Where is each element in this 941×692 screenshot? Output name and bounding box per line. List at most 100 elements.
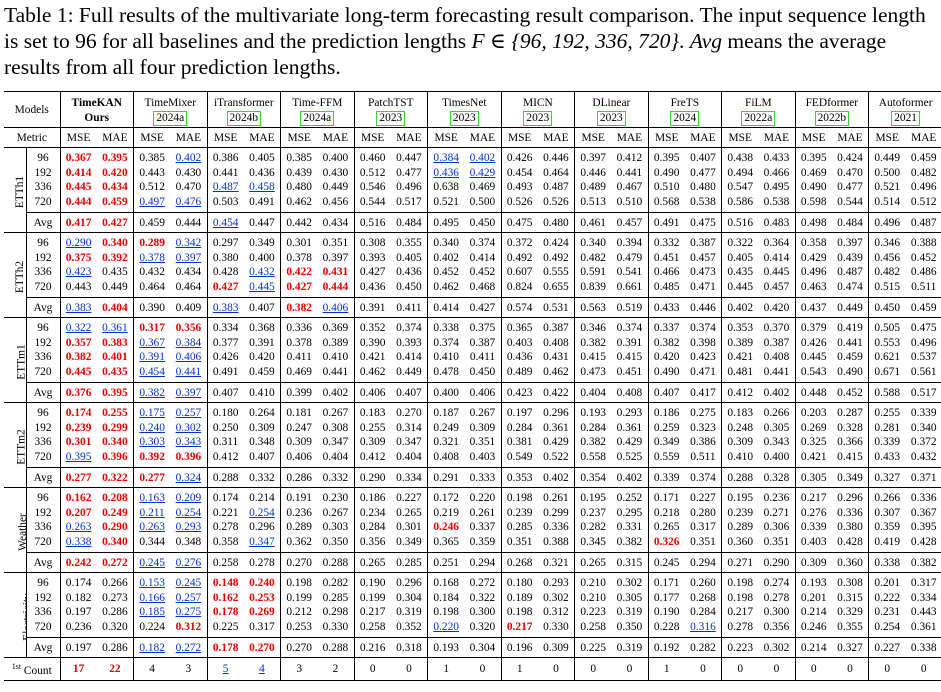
metric-value: 0.334 [390,467,428,488]
metric-value: 0.489 [500,364,538,383]
metric-value: 0.234 [353,505,391,520]
metric-value: 0.180 [206,402,244,421]
header-models-row: Models TimeKAN TimeMixer iTransformer Time-F… [4,91,941,128]
metric-value: 0.288 [317,552,355,573]
metric-value: 0.559 [647,449,685,468]
table-row: 720 0.338 0.340 0.344 0.348 0.358 0.347 0.362 0.… [4,534,941,553]
metric-value: 0.340 [96,232,134,251]
metric-value: 0.407 [684,147,722,166]
mae-header: MAE [684,127,722,148]
metric-value: 0.332 [243,467,281,488]
metric-value: 0.372 [500,232,538,251]
metric-value: 0.432 [249,266,275,279]
count-value: 0 [794,657,832,681]
metric-value: 0.339 [647,467,685,488]
metric-value: 0.306 [763,521,790,534]
metric-value: 0.320 [102,620,128,633]
venue-badge: 2024b [226,110,262,126]
metric-value: 0.401 [102,351,128,364]
venue-badge: 2022a [741,110,776,126]
metric-value: 0.414 [469,251,496,264]
metric-value: 0.517 [905,382,941,403]
metric-value: 0.191 [280,487,318,506]
metric-value: 0.404 [96,297,134,318]
metric-value: 0.505 [868,317,906,336]
metric-value: 0.393 [396,336,422,349]
metric-value: 0.384 [427,147,465,166]
horizon-label: 720 [25,364,60,383]
horizon-label: 96 [25,232,60,251]
metric-value: 0.494 [721,165,759,180]
dataset-name: Weather [16,512,26,551]
metric-value: 0.278 [206,520,244,535]
metric-value: 0.402 [464,147,502,166]
metric-value: 0.266 [96,572,134,591]
metric-value: 0.210 [574,572,612,591]
horizon-label: 336 [25,520,60,535]
venue-badge: 2023 [449,110,479,126]
results-table: Models TimeKAN TimeMixer iTransformer Time-F… [4,91,941,681]
metric-value: 0.268 [500,552,538,573]
metric-value: 0.490 [647,165,685,180]
model-name: MICN [500,91,575,109]
metric-value: 0.538 [690,195,716,208]
table-row: 336 0.301 0.340 0.303 0.343 0.311 0.348 0.309 0.… [4,435,941,450]
venue-badge: 2024a [153,110,188,126]
metric-value: 0.473 [690,266,716,279]
metric-value: 0.553 [868,335,906,350]
dataset-name: ETTm1 [15,343,26,380]
metric-value: 0.388 [905,232,941,251]
ours-label: Ours [84,112,110,124]
metric-value: 0.458 [249,181,275,194]
count-value: 0 [353,657,391,681]
metric-value: 0.397 [831,232,869,251]
metric-value: 0.312 [175,620,202,633]
metric-value: 0.350 [322,535,349,548]
metric-value: 0.434 [317,212,355,233]
horizon-label: 192 [25,165,60,180]
metric-value: 0.371 [905,467,941,488]
metric-value: 0.227 [868,637,906,658]
metric-value: 0.274 [758,572,796,591]
metric-value: 0.436 [353,279,391,298]
metric-value: 0.224 [133,619,171,638]
metric-value: 0.378 [133,250,171,265]
metric-value: 0.406 [464,382,502,403]
metric-value: 0.412 [206,449,244,468]
count-value: 22 [96,657,134,681]
metric-value: 0.549 [500,449,538,468]
metric-value: 0.281 [868,420,906,435]
metric-value: 0.340 [910,421,937,434]
metric-value: 0.421 [353,350,391,365]
metric-value: 0.441 [837,336,863,349]
count-value: 0 [574,657,612,681]
metric-value: 0.377 [206,335,244,350]
metric-value: 0.404 [322,450,349,463]
metric-value: 0.195 [721,487,759,506]
metric-value: 0.352 [353,317,391,336]
mse-header: MSE [500,127,538,148]
metric-value: 0.239 [500,505,538,520]
metric-value: 0.308 [322,421,349,434]
mse-header: MSE [427,127,465,148]
model-venue-cell: 2023 [353,109,428,128]
metric-value: 0.193 [427,637,465,658]
avg-label: Avg [25,637,60,658]
metric-value: 0.449 [322,181,349,194]
metric-value: 0.387 [469,336,496,349]
metric-value: 0.406 [317,297,355,318]
metric-value: 0.430 [175,166,202,179]
mae-header: MAE [831,127,869,148]
metric-value: 0.239 [59,420,97,435]
metric-value: 0.329 [837,606,863,619]
metric-value: 0.148 [206,572,244,591]
metric-value: 0.408 [763,351,790,364]
metric-value: 0.410 [322,351,349,364]
metric-value: 0.479 [616,251,643,264]
metric-value: 0.452 [831,382,869,403]
table-row: ETTm2 96 0.174 0.255 0.175 0.257 0.180 0.264 0.1… [4,402,941,488]
metric-value: 0.522 [543,450,569,463]
metric-value: 0.824 [500,279,538,298]
metric-value: 0.459 [837,351,863,364]
metric-value: 0.661 [616,280,643,293]
